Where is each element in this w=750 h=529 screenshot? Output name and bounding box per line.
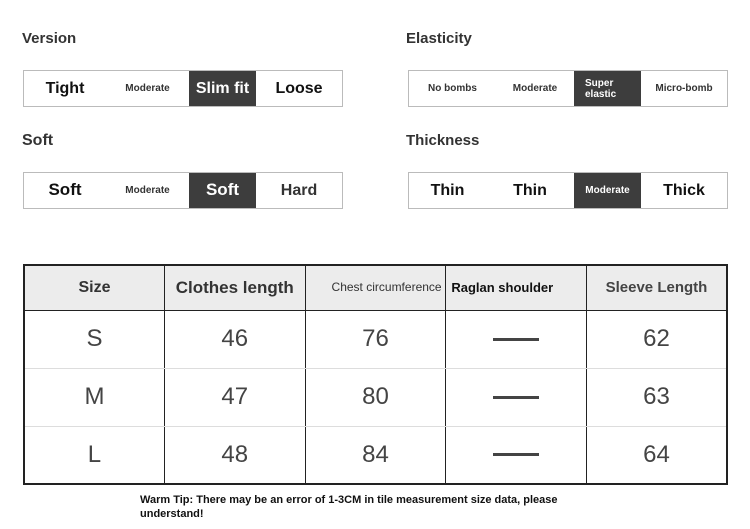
option-moderate: Moderate: [512, 83, 558, 94]
option-moderate-selected: Moderate: [574, 173, 641, 208]
table-header-row: Size Clothes length Chest circumference …: [23, 265, 727, 311]
chest-cell: 76: [304, 310, 446, 369]
thickness-scale: Thin Thin Moderate Thick: [408, 172, 728, 209]
option-no-bombs: No bombs: [428, 83, 477, 94]
dash-mark: —: [493, 395, 540, 399]
size-cell: S: [23, 310, 165, 369]
size-table: Size Clothes length Chest circumference …: [23, 264, 728, 485]
table-row: L 48 84 — 64: [23, 426, 727, 485]
header-clothes-length: Clothes length: [163, 265, 306, 311]
option-soft-selected: Soft: [189, 173, 256, 208]
table-row: S 46 76 — 62: [23, 310, 727, 369]
option-thin-2: Thin: [513, 181, 547, 199]
elasticity-scale: No bombs Moderate Super elastic Micro-bo…: [408, 70, 728, 107]
sleeve-length-cell: 63: [585, 368, 727, 427]
header-size: Size: [23, 265, 165, 311]
soft-scale: Soft Moderate Soft Hard: [23, 172, 343, 209]
chest-cell: 80: [304, 368, 446, 427]
header-chest-circumference: Chest circumference: [304, 265, 446, 311]
option-slim-fit-selected: Slim fit: [189, 71, 256, 106]
option-micro-bomb: Micro-bomb: [655, 83, 713, 94]
dash-mark: —: [493, 337, 540, 341]
option-soft: Soft: [48, 180, 82, 200]
dash-mark: —: [493, 453, 540, 457]
clothes-length-cell: 46: [163, 310, 306, 369]
raglan-shoulder-cell: —: [445, 310, 587, 369]
option-thick: Thick: [663, 181, 705, 199]
option-moderate: Moderate: [125, 83, 170, 94]
sleeve-length-cell: 62: [585, 310, 727, 369]
option-super-elastic-selected: Super elastic: [574, 71, 641, 106]
table-row: M 47 80 — 63: [23, 368, 727, 427]
version-scale: Tight Moderate Slim fit Loose: [23, 70, 343, 107]
raglan-shoulder-cell: —: [445, 368, 587, 427]
option-hard: Hard: [280, 181, 318, 199]
raglan-shoulder-cell: —: [445, 426, 587, 485]
clothes-length-cell: 47: [163, 368, 306, 427]
sleeve-length-cell: 64: [585, 426, 727, 485]
option-moderate: Moderate: [125, 185, 170, 196]
warm-tip: Warm Tip: There may be an error of 1-3CM…: [140, 494, 558, 520]
version-title: Version: [22, 30, 77, 47]
option-loose: Loose: [275, 79, 323, 97]
elasticity-title: Elasticity: [406, 30, 472, 47]
clothes-length-cell: 48: [163, 426, 306, 485]
size-cell: L: [23, 426, 165, 485]
size-cell: M: [23, 368, 165, 427]
soft-title: Soft: [22, 132, 54, 149]
option-thin: Thin: [430, 181, 465, 199]
chest-cell: 84: [304, 426, 446, 485]
option-tight: Tight: [45, 79, 85, 97]
thickness-title: Thickness: [406, 132, 480, 149]
header-raglan-shoulder: Raglan shoulder: [445, 265, 587, 311]
header-sleeve-length: Sleeve Length: [585, 265, 727, 311]
